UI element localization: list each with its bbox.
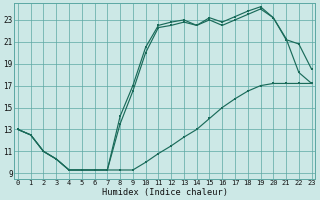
X-axis label: Humidex (Indice chaleur): Humidex (Indice chaleur)	[102, 188, 228, 197]
